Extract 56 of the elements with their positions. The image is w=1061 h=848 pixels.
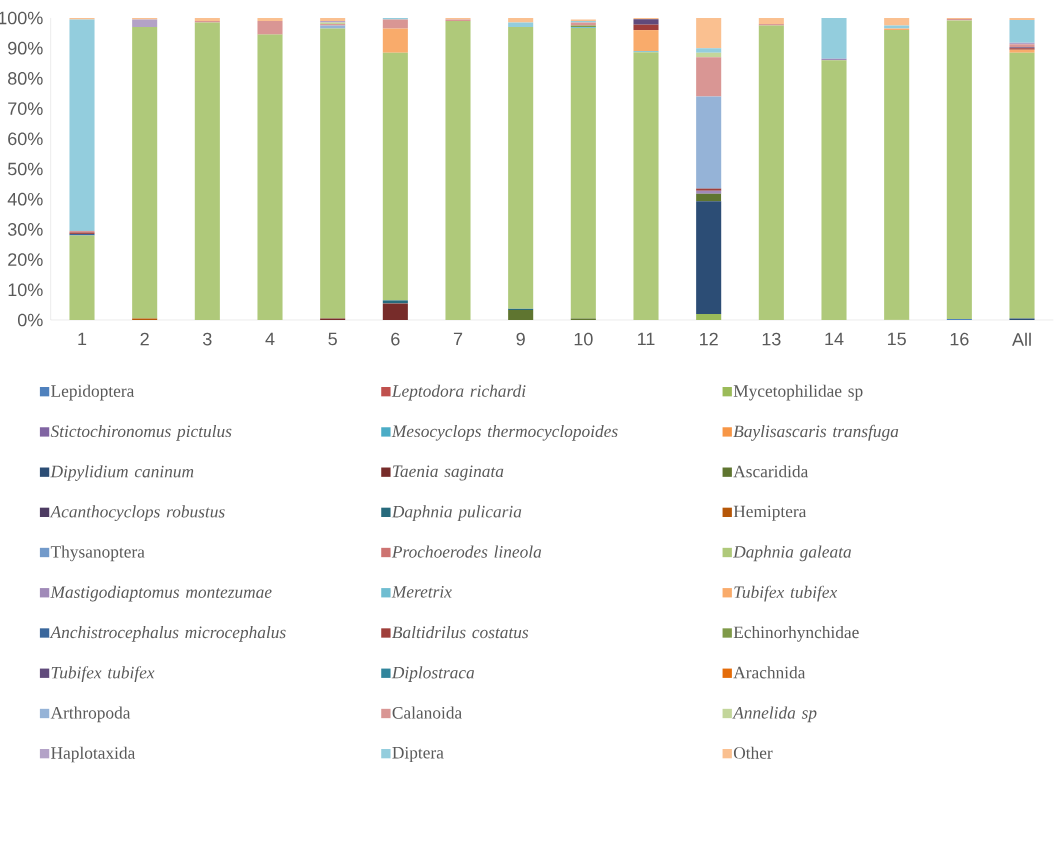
- legend-label: Acanthocyclops robustus: [49, 505, 225, 522]
- x-tick-label: All: [1012, 332, 1031, 346]
- legend-label: Mesocyclops thermocyclopoides: [391, 424, 618, 441]
- x-tick-label: 16: [950, 332, 969, 346]
- legend-label: Haplotaxida: [51, 746, 136, 763]
- legend-label: Daphnia galeata: [733, 545, 851, 562]
- x-tick-label: 6: [391, 332, 400, 346]
- x-tick-label: 10: [574, 332, 593, 346]
- legend-label: Calanoida: [392, 706, 462, 719]
- legend-label: Lepidoptera: [51, 384, 135, 401]
- legend-label: Leptodora richardi: [391, 384, 526, 401]
- legend-label: Diptera: [392, 746, 444, 763]
- x-tick-label: 7: [453, 332, 463, 346]
- legend-label: Mastigodiaptomus montezumae: [50, 585, 272, 602]
- y-tick-label: 90%: [8, 41, 43, 55]
- y-tick-label: 50%: [7, 162, 43, 176]
- legend-label: Daphnia pulicaria: [391, 505, 522, 522]
- legend-label: Mycetophilidae sp: [733, 384, 863, 401]
- legend-label: Dipylidium caninum: [50, 465, 194, 481]
- legend-label: Stictochironomus pictulus: [50, 424, 232, 441]
- x-tick-label: 15: [888, 332, 906, 346]
- x-tick-label: 4: [265, 332, 275, 346]
- legend-label: Tubifex tubifex: [51, 666, 155, 683]
- legend-label: Other: [733, 746, 773, 759]
- legend-label: Anchistrocephalus microcephalus: [49, 625, 286, 642]
- legend-label: Taenia saginata: [393, 465, 504, 481]
- y-tick-label: 80%: [8, 72, 43, 85]
- legend-label: Meretrix: [391, 586, 452, 598]
- legend-label: Hemiptera: [733, 505, 807, 521]
- y-tick-label: 40%: [7, 192, 43, 206]
- x-tick-label: 5: [328, 332, 337, 346]
- legend-label: Arthropoda: [50, 706, 131, 723]
- y-tick-label: 0%: [17, 313, 43, 327]
- x-tick-label: 9: [516, 332, 525, 346]
- legend-label: Prochoerodes lineola: [391, 545, 542, 558]
- legend-label: Tubifex tubifex: [734, 585, 838, 602]
- y-tick-label: 20%: [8, 253, 43, 266]
- x-tick-label: 11: [638, 332, 655, 346]
- x-tick-label: 13: [762, 332, 781, 346]
- legend-label: Diplostraca: [391, 666, 475, 682]
- legend-label: Thysanoptera: [50, 545, 145, 562]
- legend-label: Baylisascaris transfuga: [733, 424, 899, 441]
- legend-label: Baltidrilus costatus: [392, 625, 529, 639]
- legend-label: Ascaridida: [733, 465, 809, 478]
- y-tick-label: 70%: [8, 102, 43, 115]
- y-tick-label: 30%: [7, 223, 43, 236]
- x-tick-label: 12: [700, 332, 718, 346]
- x-tick-label: 1: [78, 332, 87, 346]
- x-tick-label: 3: [203, 332, 212, 346]
- legend-label: Arachnida: [733, 666, 806, 679]
- y-tick-label: 60%: [8, 132, 43, 146]
- x-tick-label: 2: [140, 332, 149, 346]
- legend-label: Annelida sp: [732, 706, 817, 723]
- x-tick-label: 14: [825, 332, 844, 346]
- legend-label: Echinorhynchidae: [733, 625, 859, 642]
- y-tick-label: 10%: [8, 283, 43, 297]
